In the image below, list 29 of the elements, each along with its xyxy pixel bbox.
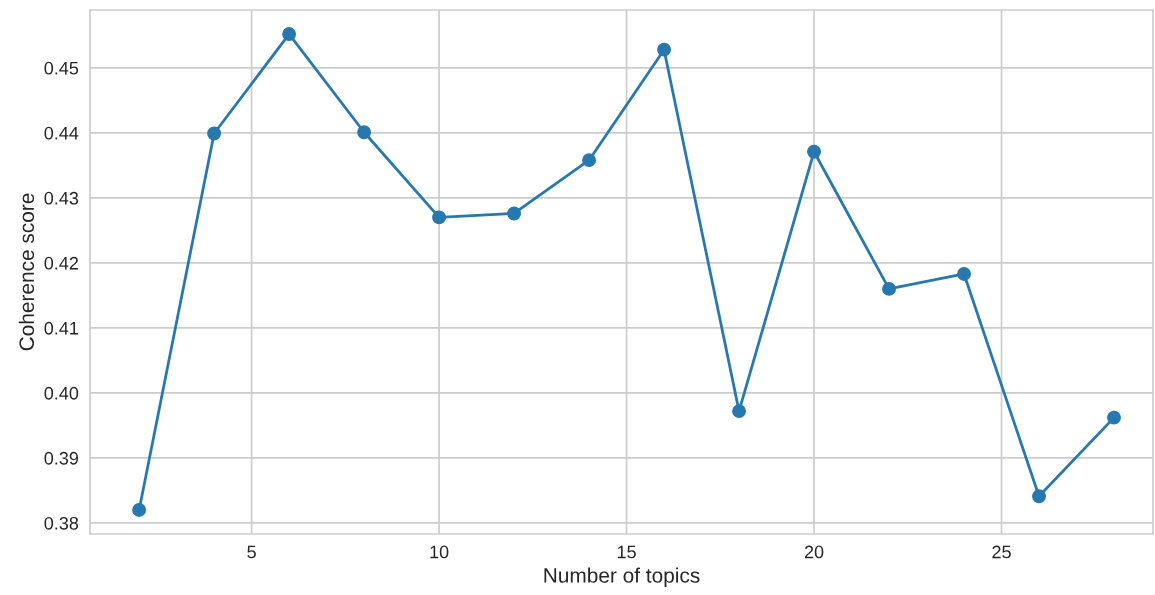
y-tick-label: 0.40: [44, 386, 79, 400]
point: [807, 144, 821, 159]
x-tick-label: 5: [247, 545, 256, 559]
point: [132, 503, 147, 517]
x-tick-label: 20: [804, 545, 824, 559]
point: [657, 42, 672, 57]
y-tick-label: 0.41: [44, 321, 79, 335]
point: [432, 210, 447, 225]
point: [732, 404, 746, 419]
y-axis-title: Coherence score: [18, 193, 35, 351]
y-tick-label: 0.45: [44, 61, 79, 75]
point: [507, 206, 522, 221]
point: [357, 125, 372, 140]
x-tick-label: 10: [430, 545, 449, 559]
x-tick-label: 25: [992, 545, 1011, 559]
point: [882, 281, 896, 296]
y-tick-label: 0.42: [44, 256, 78, 270]
point: [1032, 489, 1046, 504]
y-tick-label: 0.43: [44, 191, 79, 205]
y-tick-label: 0.38: [44, 516, 79, 530]
point: [957, 267, 971, 281]
y-tick-label: 0.39: [44, 451, 79, 465]
x-axis-title: Number of topics: [544, 567, 700, 587]
point: [1107, 410, 1121, 425]
y-tick-label: 0.44: [44, 126, 79, 140]
point: [207, 126, 222, 141]
x-tick-label: 15: [617, 545, 636, 559]
point: [282, 27, 297, 41]
point: [582, 153, 597, 168]
